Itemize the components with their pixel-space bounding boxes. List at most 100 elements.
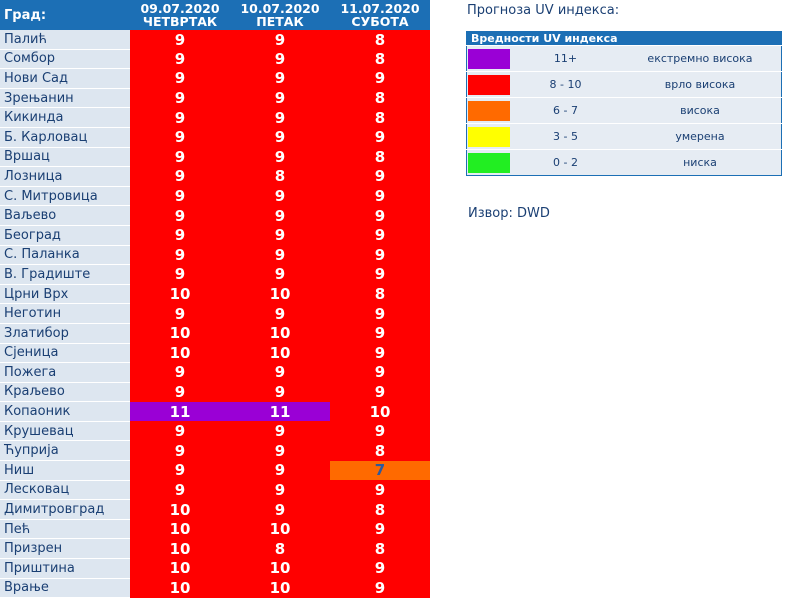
table-row: Б. Карловац 9 9 9: [0, 127, 430, 148]
uv-value-cell: 9: [330, 343, 430, 363]
uv-value-cell: 9: [130, 147, 230, 167]
legend-color-swatch: [468, 74, 510, 95]
uv-value-cell: 8: [330, 49, 430, 69]
table-row: Сјеница 10 10 9: [0, 343, 430, 364]
city-name: Крушевац: [0, 421, 130, 442]
legend-range: 3 - 5: [512, 123, 619, 150]
city-name: Димитровград: [0, 499, 130, 520]
uv-value-cell: 10: [130, 343, 230, 363]
uv-value-cell: 9: [230, 303, 330, 324]
uv-value-cell: 8: [230, 166, 330, 187]
uv-value-cell: 9: [130, 382, 230, 402]
table-row: Врање 10 10 9: [0, 578, 430, 599]
city-name: Ваљево: [0, 205, 130, 226]
uv-value-cell: 11: [130, 401, 230, 422]
legend-row: 8 - 10 врло висока: [466, 71, 782, 98]
city-name: Врање: [0, 578, 130, 599]
uv-value-cell: 9: [330, 225, 430, 246]
table-row: Приштина 10 10 9: [0, 558, 430, 579]
legend-header: Вредности UV индекса: [466, 31, 782, 46]
table-row: Вршац 9 9 8: [0, 147, 430, 168]
uv-value-cell: 10: [230, 519, 330, 539]
uv-value-cell: 9: [230, 127, 330, 148]
uv-value-cell: 9: [230, 245, 330, 265]
city-name: Сјеница: [0, 343, 130, 364]
uv-value-cell: 9: [230, 382, 330, 402]
uv-value-cell: 8: [330, 284, 430, 304]
city-name: Лесковац: [0, 480, 130, 501]
uv-value-cell: 10: [130, 578, 230, 598]
day-weekday: СУБОТА: [351, 14, 409, 29]
legend-range: 11+: [512, 45, 619, 72]
uv-value-cell: 9: [130, 205, 230, 226]
uv-value-cell: 9: [130, 303, 230, 324]
uv-value-cell: 10: [230, 343, 330, 363]
day-date: 09.07.2020: [140, 1, 220, 16]
uv-value-cell: 9: [130, 49, 230, 69]
uv-value-cell: 8: [330, 440, 430, 461]
uv-value-cell: 9: [230, 30, 330, 50]
city-name: Палић: [0, 30, 130, 50]
uv-value-cell: 9: [130, 245, 230, 265]
table-row: Црни Врх 10 10 8: [0, 284, 430, 305]
uv-value-cell: 8: [330, 538, 430, 559]
uv-value-cell: 9: [130, 421, 230, 441]
uv-value-cell: 10: [130, 284, 230, 304]
city-name: Златибор: [0, 323, 130, 344]
table-row: Златибор 10 10 9: [0, 323, 430, 344]
table-body: Палић 9 9 8 Сомбор 9 9 8 Нови Сад 9 9 9 Зрењанин 9 9 8 К…: [0, 30, 430, 599]
legend-body: 11+ екстремно висока 8 - 10 врло висока 6 - …: [466, 45, 782, 176]
table-row: В. Градиште 9 9 9: [0, 264, 430, 285]
table-row: Палић 9 9 8: [0, 30, 430, 50]
uv-legend: Вредности UV индекса 11+ екстремно висока…: [466, 31, 782, 176]
legend-color-swatch: [468, 126, 510, 147]
uv-value-cell: 9: [330, 578, 430, 598]
city-name: Лозница: [0, 166, 130, 187]
city-name: Сомбор: [0, 49, 130, 70]
uv-value-cell: 10: [230, 578, 330, 598]
legend-row: 6 - 7 висока: [466, 97, 782, 124]
legend-range: 6 - 7: [512, 97, 619, 124]
table-row: Лозница 9 8 9: [0, 166, 430, 187]
uv-value-cell: 9: [230, 88, 330, 108]
uv-value-cell: 9: [230, 49, 330, 69]
uv-value-cell: 9: [330, 205, 430, 226]
table-row: С. Паланка 9 9 9: [0, 245, 430, 266]
uv-value-cell: 9: [230, 107, 330, 128]
uv-value-cell: 9: [130, 107, 230, 128]
uv-value-cell: 9: [330, 166, 430, 187]
legend-label: екстремно висока: [619, 45, 782, 72]
uv-value-cell: 9: [230, 205, 330, 226]
day-weekday: ПЕТАК: [256, 14, 304, 29]
city-name: Неготин: [0, 303, 130, 324]
table-row: Ћуприја 9 9 8: [0, 440, 430, 462]
uv-value-cell: 8: [330, 88, 430, 108]
table-row: С. Митровица 9 9 9: [0, 186, 430, 207]
legend-swatch-cell: [466, 123, 512, 150]
table-row: Зрењанин 9 9 8: [0, 88, 430, 109]
table-row: Пожега 9 9 9: [0, 362, 430, 383]
uv-value-cell: 9: [330, 421, 430, 441]
legend-label: врло висока: [619, 71, 782, 98]
uv-value-cell: 9: [230, 499, 330, 520]
legend-swatch-cell: [466, 45, 512, 72]
uv-value-cell: 10: [130, 499, 230, 520]
uv-value-cell: 9: [330, 127, 430, 148]
uv-value-cell: 9: [130, 264, 230, 285]
uv-value-cell: 9: [130, 460, 230, 481]
uv-value-cell: 8: [330, 499, 430, 520]
table-row: Крушевац 9 9 9: [0, 421, 430, 442]
uv-value-cell: 9: [230, 186, 330, 206]
city-name: Нови Сад: [0, 68, 130, 89]
legend-range: 0 - 2: [512, 149, 619, 176]
uv-value-cell: 10: [130, 323, 230, 343]
uv-value-cell: 8: [330, 30, 430, 50]
day-date: 11.07.2020: [340, 1, 420, 16]
legend-swatch-cell: [466, 149, 512, 176]
uv-value-cell: 7: [330, 460, 430, 481]
legend-row: 3 - 5 умерена: [466, 123, 782, 150]
uv-value-cell: 9: [330, 245, 430, 265]
uv-value-cell: 9: [330, 68, 430, 89]
city-name: Копаоник: [0, 401, 130, 422]
uv-value-cell: 9: [230, 264, 330, 285]
